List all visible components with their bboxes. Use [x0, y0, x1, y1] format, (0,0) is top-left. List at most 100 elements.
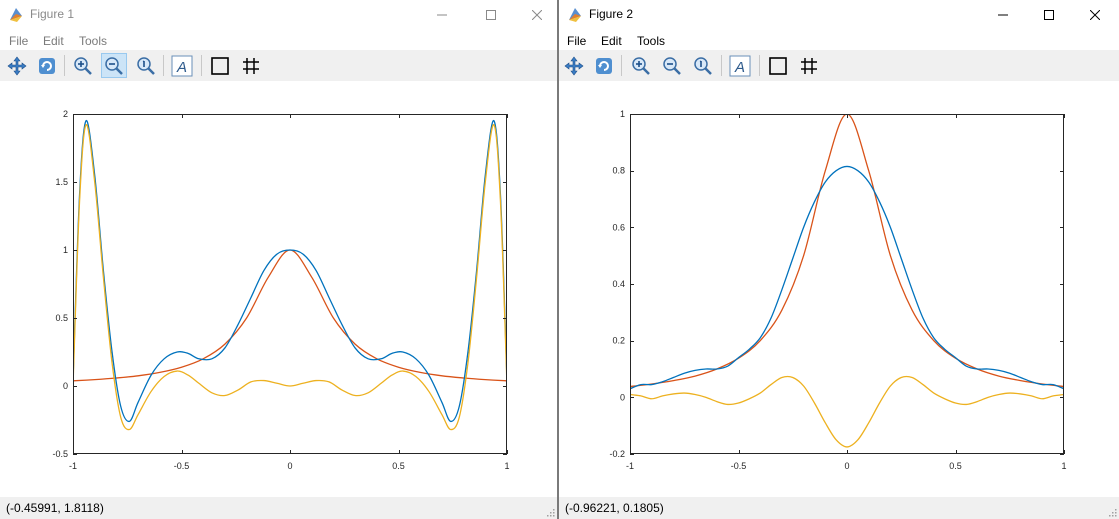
grid-toggle-icon: [243, 57, 259, 74]
menu-file[interactable]: File: [9, 34, 29, 48]
pan-button[interactable]: [561, 53, 587, 78]
y-tick-label: -0.5: [52, 449, 68, 459]
maximize-button[interactable]: [468, 0, 514, 30]
x-tick-label: -1: [626, 461, 634, 471]
y-tick-label: 0.4: [612, 279, 625, 289]
zoom-reset-button[interactable]: [133, 53, 159, 78]
toolbar: A: [0, 50, 557, 81]
menu-edit[interactable]: Edit: [43, 34, 64, 48]
y-tick-label: 0.8: [612, 166, 625, 176]
close-icon: [532, 10, 542, 20]
status-bar: (-0.45991, 1.8118): [0, 497, 557, 519]
resize-grip-icon[interactable]: [1109, 509, 1117, 517]
zoom-out-icon: [663, 56, 681, 75]
series-group: [73, 120, 507, 431]
text-annotation-button[interactable]: A: [727, 53, 753, 78]
window-border: [557, 0, 559, 519]
y-tick-label: 0.2: [612, 336, 625, 346]
pan-icon: [564, 56, 584, 75]
menu-bar: File Edit Tools: [0, 30, 557, 50]
zoom-out-button[interactable]: [101, 53, 127, 78]
minimize-button[interactable]: [980, 0, 1026, 30]
y-tick-label: 2: [63, 109, 68, 119]
window-title: Figure 1: [30, 7, 75, 21]
series-line-3: [630, 375, 1064, 448]
x-tick-label: -1: [69, 461, 77, 471]
axes-box: [630, 114, 1064, 454]
x-tick-label: 0.5: [392, 461, 405, 471]
toolbar: A: [559, 50, 1119, 81]
box-toggle-button[interactable]: [765, 53, 791, 78]
menu-edit[interactable]: Edit: [601, 34, 622, 48]
close-button[interactable]: [514, 0, 557, 30]
x-tick-label: 0: [844, 461, 849, 471]
minimize-icon: [998, 14, 1008, 16]
status-bar: (-0.96221, 0.1805): [559, 497, 1119, 519]
x-tick-label: 1: [504, 461, 509, 471]
zoom-reset-button[interactable]: [690, 53, 716, 78]
zoom-out-button[interactable]: [659, 53, 685, 78]
grid-toggle-button[interactable]: [796, 53, 822, 78]
box-toggle-icon: [211, 56, 229, 75]
text-annotation-icon: A: [171, 55, 193, 76]
menu-tools[interactable]: Tools: [79, 34, 108, 48]
grid-toggle-button[interactable]: [238, 53, 264, 78]
minimize-icon: [437, 14, 447, 16]
window-title: Figure 2: [589, 7, 634, 21]
resize-grip-icon[interactable]: [547, 509, 555, 517]
text-annotation-button[interactable]: A: [169, 53, 195, 78]
menu-file[interactable]: File: [567, 34, 587, 48]
x-tick-label: -0.5: [174, 461, 190, 471]
rotate-button[interactable]: [34, 53, 60, 78]
cursor-coordinates: (-0.45991, 1.8118): [6, 501, 104, 515]
x-tick-label: 1: [1061, 461, 1066, 471]
figure-1-window: Figure 1 File Edit Tools: [0, 0, 557, 519]
y-tick-label: 1.5: [55, 177, 68, 187]
title-bar[interactable]: Figure 2: [559, 0, 1119, 30]
series-line-3: [73, 124, 507, 431]
figure-2-window: Figure 2 File Edit Tools: [559, 0, 1119, 519]
y-tick-label: 0: [620, 392, 625, 402]
menu-tools[interactable]: Tools: [637, 34, 666, 48]
svg-text:A: A: [734, 59, 745, 76]
menu-bar: File Edit Tools: [559, 30, 1119, 50]
box-toggle-icon: [769, 56, 787, 75]
rotate-button[interactable]: [591, 53, 617, 78]
plot-area[interactable]: -1 -0.5 0 0.5 1-0.500.511.52: [0, 81, 557, 497]
toolbar-separator: [64, 55, 65, 76]
series-line-2: [630, 165, 1064, 390]
maximize-button[interactable]: [1026, 0, 1072, 30]
y-tick-label: 0: [63, 381, 68, 391]
series-group: [630, 114, 1064, 448]
close-icon: [1090, 10, 1100, 20]
series-line-1: [73, 249, 507, 382]
close-button[interactable]: [1072, 0, 1118, 30]
cursor-coordinates: (-0.96221, 0.1805): [565, 501, 664, 515]
minimize-button[interactable]: [419, 0, 465, 30]
x-tick-label: 0: [287, 461, 292, 471]
title-bar[interactable]: Figure 1: [0, 0, 557, 30]
zoom-reset-icon: [694, 56, 712, 75]
y-tick-label: 1: [63, 245, 68, 255]
x-tick-label: 0.5: [949, 461, 962, 471]
app-icon: [10, 8, 22, 22]
pan-button[interactable]: [4, 53, 30, 78]
y-tick-label: 1: [620, 109, 625, 119]
toolbar-separator: [721, 55, 722, 76]
series-line-2: [73, 120, 507, 423]
plot-area[interactable]: -1 -0.5 0 0.5 1 -0.2 0 0.2 0.4 0.6 0.8 1: [559, 81, 1119, 497]
rotate-icon: [39, 57, 55, 74]
toolbar-separator: [163, 55, 164, 76]
zoom-in-button[interactable]: [70, 53, 96, 78]
zoom-reset-icon: [137, 56, 155, 75]
rotate-icon: [596, 57, 612, 74]
series-line-1: [630, 114, 1064, 388]
app-icon: [569, 8, 581, 22]
x-tick-label: -0.5: [731, 461, 747, 471]
zoom-in-icon: [74, 56, 92, 75]
box-toggle-button[interactable]: [207, 53, 233, 78]
text-annotation-icon: A: [729, 55, 751, 76]
maximize-icon: [1044, 10, 1054, 20]
zoom-out-icon: [105, 56, 123, 75]
zoom-in-button[interactable]: [628, 53, 654, 78]
